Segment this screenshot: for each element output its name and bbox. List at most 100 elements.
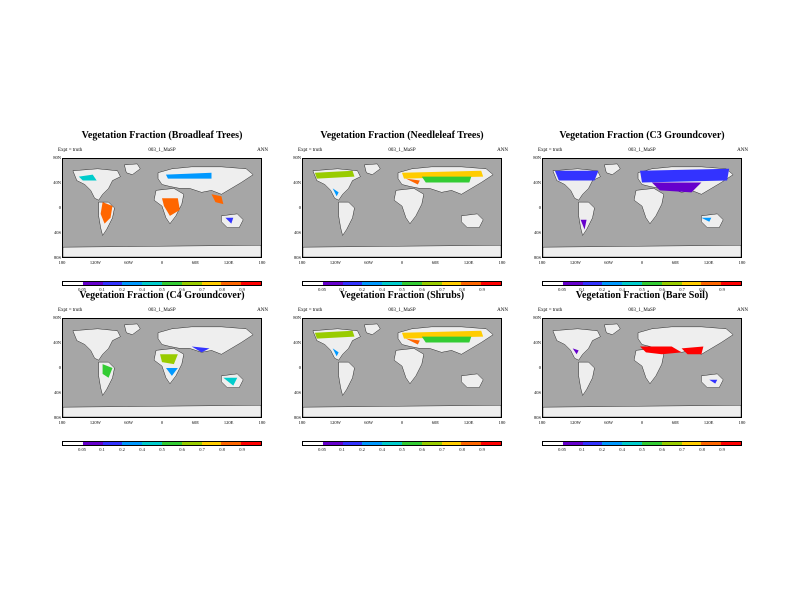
landmass-2 [604,323,621,335]
colorbar-labels: 0.05 0.1 0.2 0.4 0.5 0.6 0.7 0.8 0.9 [302,287,502,293]
panel-title: Vegetation Fraction (Needleleaf Trees) [320,130,484,141]
colorbar-label: 0.5 [639,287,645,292]
latitude-label: 80S [53,415,61,420]
fraction-patch-3 [165,368,178,376]
longitude-label: 120E [223,260,234,265]
map-area [62,318,262,418]
landmass-1 [552,328,601,361]
colorbar-segment-2 [582,442,603,445]
landmass-6 [701,213,724,228]
colorbar-segment-0 [303,442,323,445]
latitude-label: 80N [53,315,61,320]
colorbar-label: 0.8 [459,447,465,452]
colorbar-segment-3 [602,442,623,445]
landmass-6 [461,213,484,228]
colorbar-segment-2 [342,282,363,285]
colorbar-label: 0.4 [139,287,145,292]
map-panel-5: Vegetation Fraction (Shrubs) Expt = truth… [292,290,512,455]
landmass-4 [157,166,254,195]
longitude-label: 60W [604,420,614,425]
latitude-label: 80S [293,255,301,260]
colorbar-label: 0.2 [359,447,365,452]
colorbar-label: 0.05 [318,287,326,292]
colorbar-label: 0.1 [579,447,585,452]
map-svg [543,163,741,257]
landmass-7 [303,405,501,417]
map-panel-3: Vegetation Fraction (C3 Groundcover) Expt… [532,130,752,295]
longitude-label: 180 [298,260,306,265]
longitude-label: 120E [703,260,714,265]
subtitle-right: ANN [257,148,268,153]
colorbar-label: 0.05 [558,447,566,452]
colorbar-label: 0.7 [679,287,685,292]
colorbar-segment-0 [63,442,83,445]
landmass-2 [124,163,141,175]
longitude-label: 60E [191,260,199,265]
landmass-5 [633,188,665,225]
colorbar-segment-7 [441,442,462,445]
colorbar-segment-8 [461,282,482,285]
colorbar-label: 0.6 [419,447,425,452]
colorbar-segment-7 [681,282,702,285]
colorbar-segment-9 [481,282,501,285]
landmass-7 [63,405,261,417]
subtitle-center: 003_1_MaSP [388,148,416,153]
colorbar-segment-2 [102,442,123,445]
colorbar-segment-3 [362,282,383,285]
colorbar-label: 0.6 [179,447,185,452]
colorbar-label: 0.1 [339,447,345,452]
subtitle-right: ANN [737,148,748,153]
colorbar-label: 0.8 [219,447,225,452]
colorbar-label: 0.2 [599,287,605,292]
colorbar-segment-5 [641,282,662,285]
colorbar-segment-3 [362,442,383,445]
longitude-label: 180 [738,260,746,265]
map-panel-4: Vegetation Fraction (C4 Groundcover) Expt… [52,290,272,455]
map-area [302,158,502,258]
fraction-patch-2 [162,198,180,216]
colorbar-label: 0.7 [439,447,445,452]
colorbar [542,281,742,286]
subtitle-center: 003_1_MaSP [628,148,656,153]
landmass-2 [364,163,381,175]
colorbar-label: 0.9 [719,287,725,292]
landmass-2 [364,323,381,335]
fraction-patch-3 [651,182,702,193]
longitude-label: 120E [463,260,474,265]
longitude-label: 180 [258,420,266,425]
landmass-3 [338,201,355,236]
longitude-label: 180 [738,420,746,425]
subtitle-center: 003_1_MaSP [148,308,176,313]
colorbar-segment-0 [303,282,323,285]
colorbar-segment-7 [201,282,222,285]
panel-title: Vegetation Fraction (Bare Soil) [575,290,709,301]
landmass-3 [578,361,595,396]
latitude-label: 80N [533,155,541,160]
fraction-patch-1 [100,202,113,224]
fraction-patch-3 [421,336,472,343]
colorbar-segment-8 [461,442,482,445]
colorbar-labels: 0.05 0.1 0.2 0.4 0.5 0.6 0.7 0.8 0.9 [542,287,742,293]
longitude-label: 0 [640,420,644,425]
latitude-label: 0 [538,365,541,370]
longitude-label: 180 [498,260,506,265]
fraction-patch-1 [102,364,113,378]
fraction-patch-1 [554,170,599,181]
colorbar-label: 0.2 [599,447,605,452]
colorbar-segment-6 [421,282,442,285]
latitude-label: 80S [533,255,541,260]
longitude-label: 0 [400,260,404,265]
longitude-label: 180 [258,260,266,265]
subtitle-center: 003_1_MaSP [628,308,656,313]
subtitle-right: ANN [257,308,268,313]
latitude-label: 40N [53,180,61,185]
landmass-2 [604,163,621,175]
colorbar-segment-3 [122,442,143,445]
colorbar-segment-9 [721,442,741,445]
colorbar-label: 0.5 [159,287,165,292]
latitude-label: 40S [293,390,301,395]
colorbar-label: 0.9 [479,287,485,292]
map-area [542,318,742,418]
colorbar-label: 0.5 [159,447,165,452]
colorbar-segment-8 [701,442,722,445]
